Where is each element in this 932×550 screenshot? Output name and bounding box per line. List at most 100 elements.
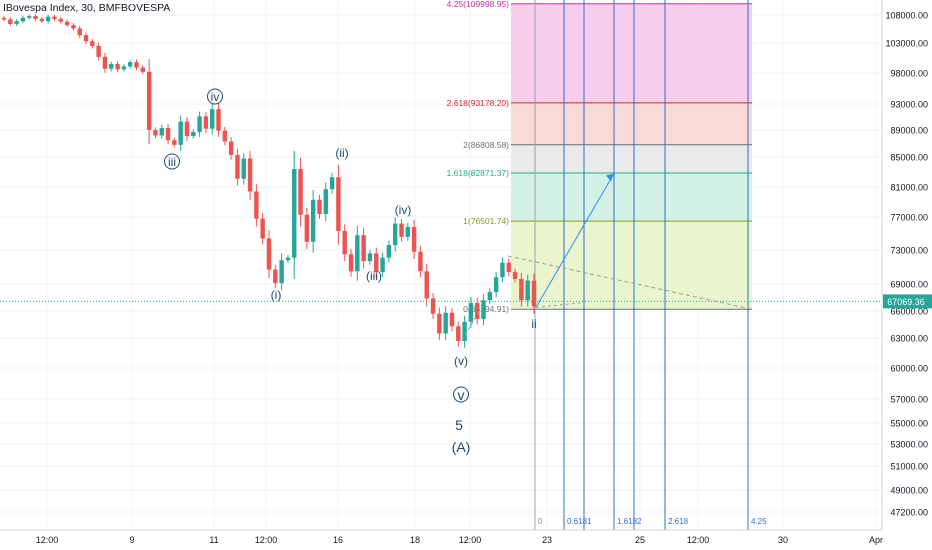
- candle: [430, 293, 436, 320]
- candle-body: [392, 223, 398, 246]
- drawings: 67069.36: [0, 173, 932, 341]
- candle: [329, 172, 335, 194]
- wave-label: ii: [531, 317, 536, 331]
- fib-time-label: 2: [637, 517, 642, 526]
- candle-body: [121, 66, 127, 70]
- candle-body: [386, 245, 392, 258]
- candle: [260, 213, 265, 245]
- candle-body: [33, 16, 38, 19]
- candle-body: [380, 257, 385, 273]
- wave-label: 5: [455, 417, 463, 433]
- candle-body: [487, 292, 493, 301]
- candle-body: [184, 121, 190, 137]
- candle: [27, 14, 32, 20]
- fib-zone: [511, 221, 752, 310]
- candle-body: [8, 19, 13, 24]
- candle-body: [210, 109, 215, 129]
- candle-body: [102, 56, 108, 69]
- candle-body: [216, 109, 221, 131]
- candle: [380, 252, 385, 278]
- candle: [146, 59, 152, 145]
- candle-body: [475, 302, 480, 320]
- candle: [235, 148, 240, 186]
- candle: [348, 248, 354, 277]
- wave-label: iii: [164, 153, 180, 170]
- candle: [298, 157, 303, 227]
- wave-label: v: [453, 386, 469, 403]
- candle-body: [27, 16, 32, 18]
- fib-time-label: 1: [587, 517, 592, 526]
- fib-time-label: 0: [538, 517, 543, 526]
- candle-body: [96, 46, 101, 57]
- candle: [203, 112, 209, 133]
- price-tick-label: 57000.00: [890, 395, 928, 405]
- time-tick-label: 25: [635, 535, 645, 545]
- candle: [304, 207, 310, 250]
- candle-body: [424, 271, 429, 299]
- time-tick-label: 9: [129, 535, 134, 545]
- candle: [475, 297, 480, 325]
- wave-labels: iv iii (ii) (iv) (i) (iii) (v) v 5 (A) ii: [164, 88, 537, 455]
- candle: [172, 137, 177, 148]
- candle-body: [52, 16, 57, 19]
- price-tick-label: 81000.00: [890, 183, 928, 193]
- wave-label-circle: [164, 153, 180, 170]
- candle: [405, 222, 411, 241]
- candle: [525, 274, 530, 307]
- candle: [317, 195, 322, 219]
- candle: [292, 150, 297, 279]
- candle: [279, 253, 284, 291]
- candle: [222, 126, 228, 146]
- candle-body: [14, 21, 19, 24]
- projection-arrow-head: [606, 173, 614, 182]
- candle: [273, 264, 278, 289]
- chart-title: IBovespa Index, 30, BMFBOVESPA: [3, 2, 171, 14]
- candle: [134, 59, 139, 71]
- candle: [71, 23, 76, 31]
- candle-body: [525, 280, 530, 301]
- price-tick-label: 49000.00: [890, 486, 928, 496]
- price-tick-label: 63000.00: [890, 334, 928, 344]
- wave-label-text: (v): [454, 354, 468, 368]
- wave-label: (ii): [335, 146, 348, 160]
- candle-body: [292, 169, 297, 258]
- wave-label-text: (iii): [366, 269, 382, 283]
- fib-time-label: 4.25: [751, 517, 767, 526]
- candle-body: [462, 321, 467, 341]
- candle: [254, 184, 259, 227]
- candle-body: [323, 189, 328, 214]
- candle-body: [146, 71, 152, 130]
- candle-body: [310, 199, 316, 242]
- candle-body: [342, 231, 347, 255]
- price-tick-label: 77000.00: [890, 213, 928, 223]
- candle: [443, 306, 448, 341]
- candle-body: [115, 64, 120, 70]
- price-tick-label: 66000.00: [890, 307, 928, 317]
- candle-body: [39, 18, 45, 22]
- candle-body: [449, 312, 455, 327]
- candle: [411, 219, 417, 259]
- candle-body: [512, 272, 518, 279]
- candle: [39, 17, 45, 24]
- candle-body: [178, 121, 183, 145]
- candle: [52, 14, 57, 21]
- candle: [96, 42, 101, 61]
- candle: [342, 224, 347, 262]
- wave-label-text: iv: [211, 90, 220, 104]
- fib-level-label: 0(66194.91): [463, 304, 509, 314]
- candle-body: [203, 116, 209, 129]
- fib-level-label: 1.618(82871.37): [447, 168, 510, 178]
- candle: [216, 103, 221, 137]
- candle-body: [20, 17, 26, 22]
- candle-body: [317, 199, 322, 214]
- candle: [367, 249, 373, 265]
- wave-label-text: 5: [455, 417, 463, 433]
- candle: [109, 61, 114, 72]
- price-tick-label: 47200.00: [890, 508, 928, 518]
- candle: [165, 124, 171, 145]
- candle-body: [298, 169, 303, 215]
- candle-body: [222, 130, 228, 142]
- candle: [361, 227, 366, 269]
- candle: [468, 296, 474, 328]
